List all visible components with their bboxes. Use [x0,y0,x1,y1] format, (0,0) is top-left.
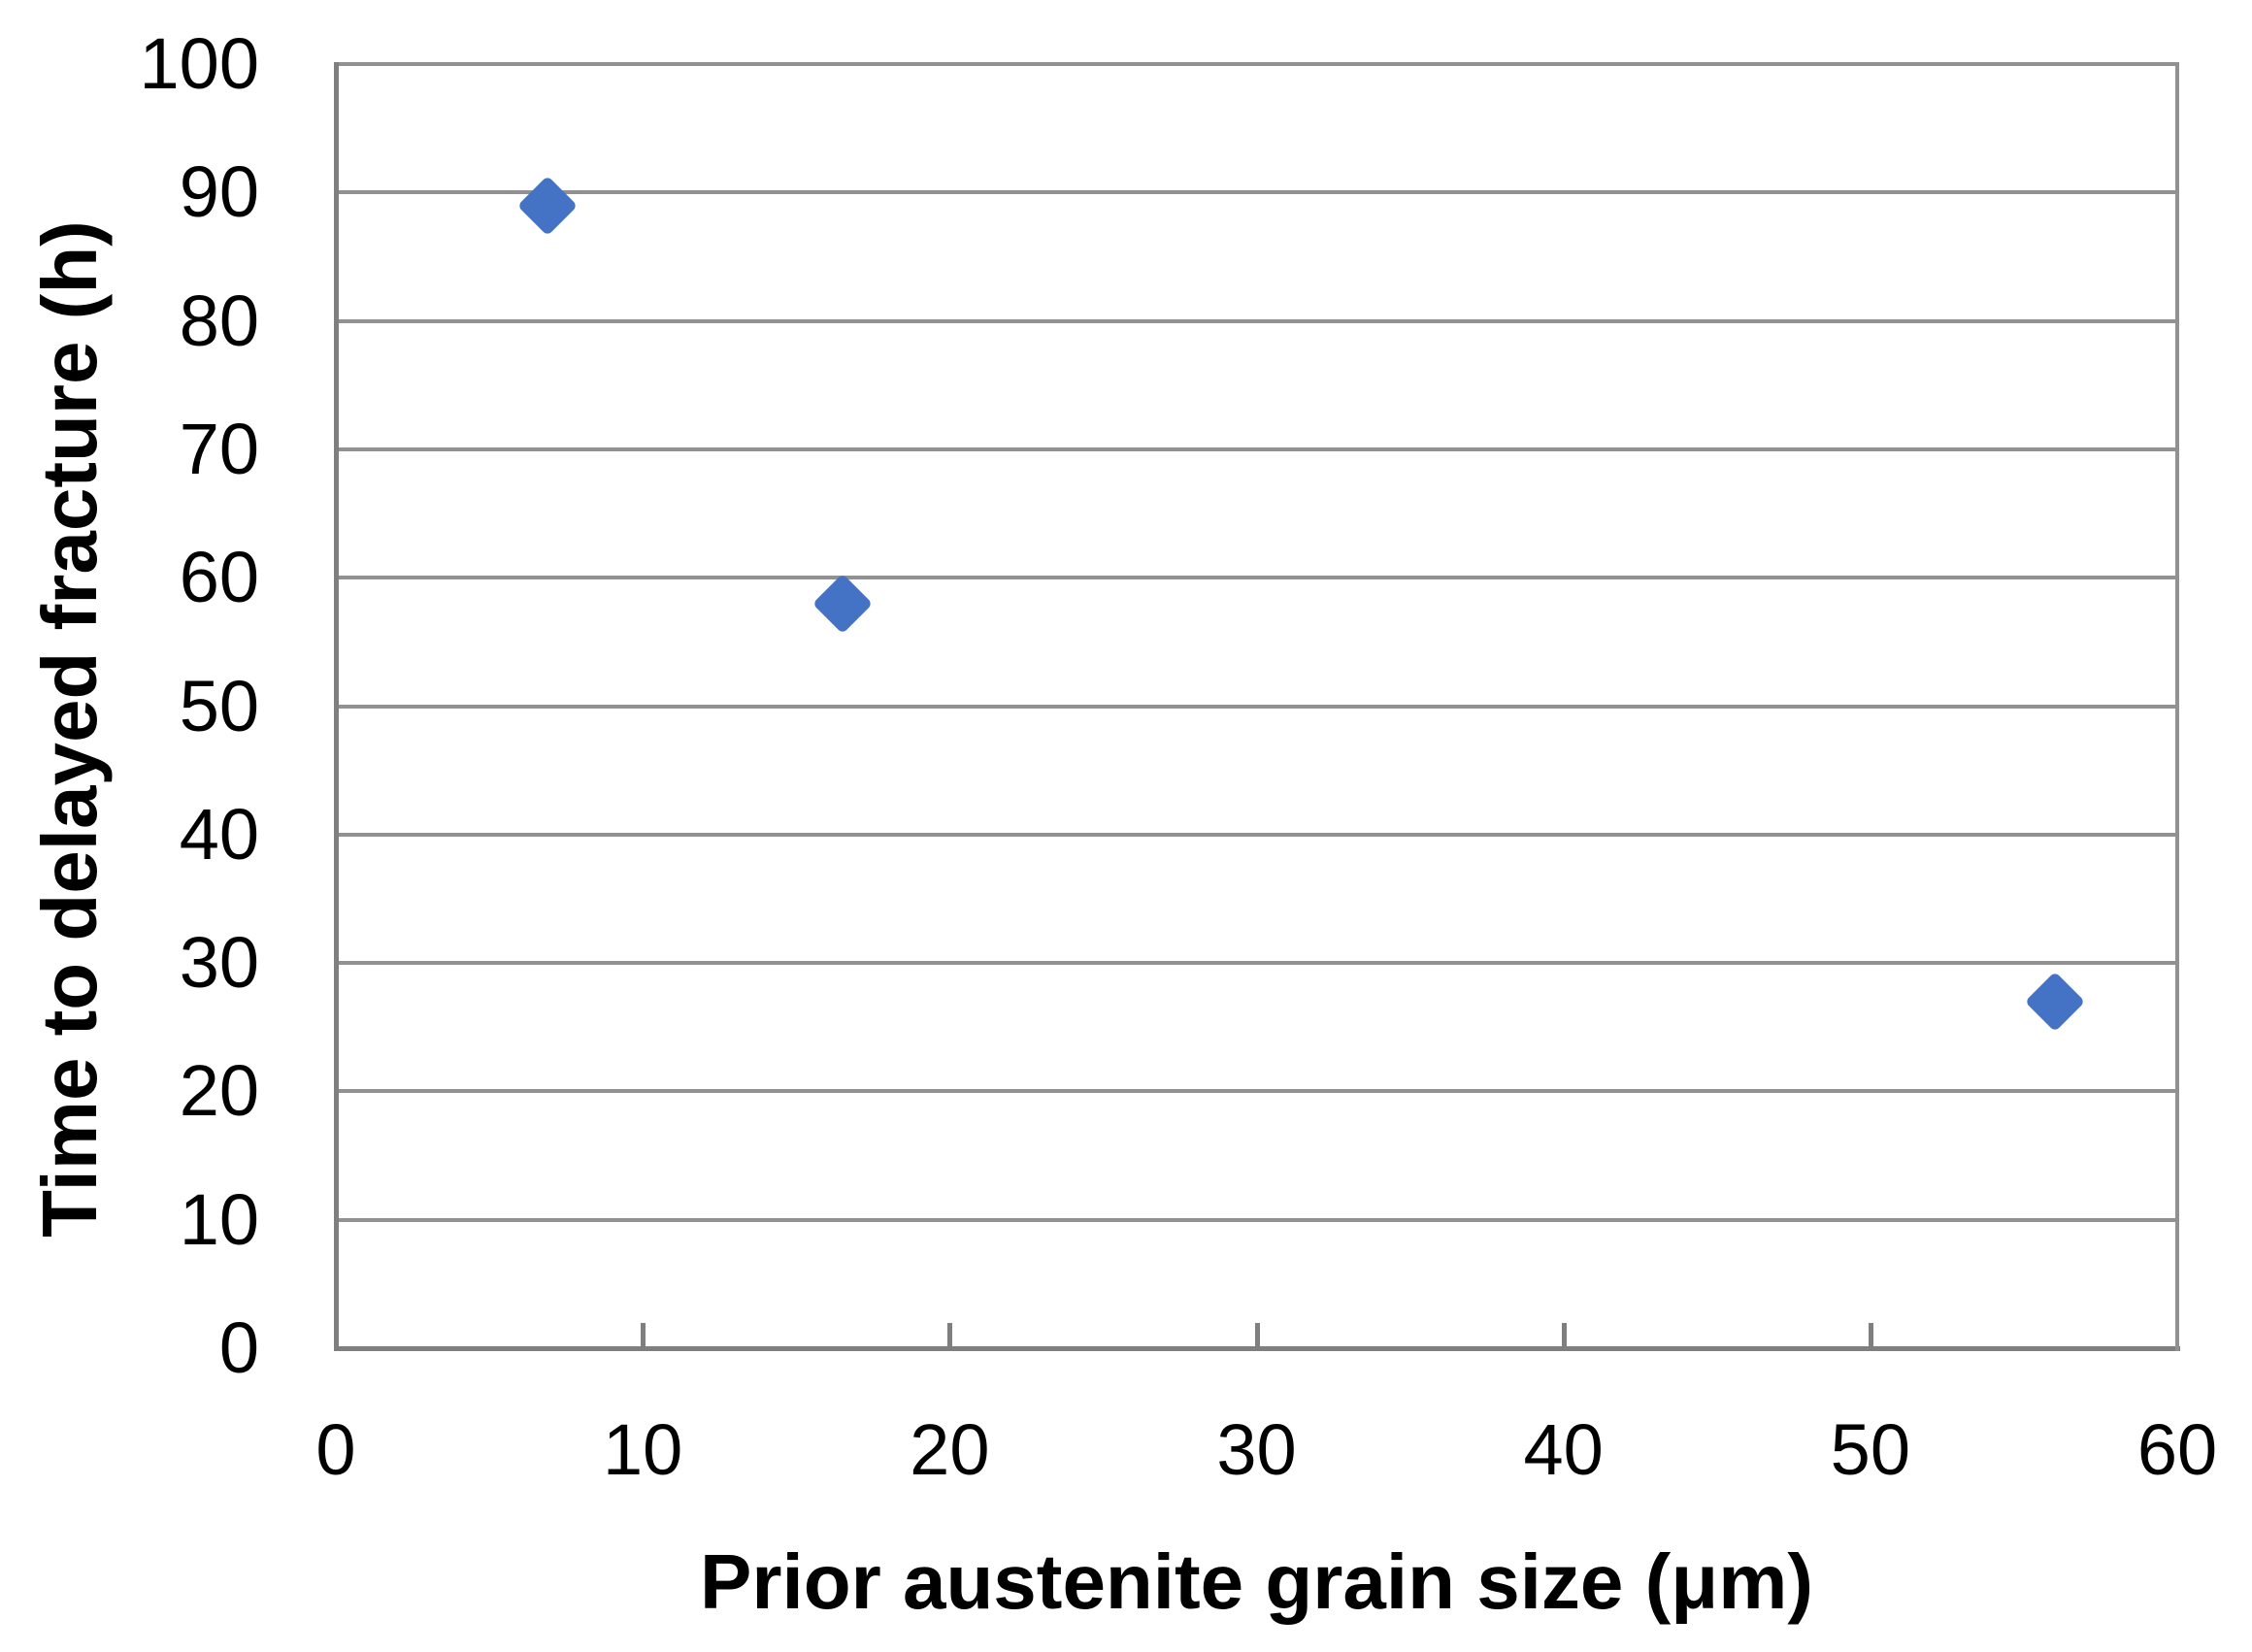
x-tick-label-40: 40 [1523,1409,1604,1490]
y-tick-label-90: 90 [179,151,259,233]
y-axis-line [334,62,339,1351]
y-tick-label-50: 50 [179,665,259,746]
y-tick-label-30: 30 [179,922,259,1004]
gridline-y-70 [336,446,2177,451]
x-tick-label-20: 20 [910,1409,990,1490]
x-axis-title: Prior austenite grain size (μm) [700,1538,1813,1625]
x-tick-mark-10 [641,1323,646,1348]
gridline-y-50 [336,704,2177,709]
gridline-y-60 [336,576,2177,580]
y-tick-label-60: 60 [179,537,259,618]
x-tick-label-50: 50 [1830,1409,1910,1490]
data-point-diamond-2 [2024,971,2085,1032]
y-tick-label-10: 10 [179,1178,259,1260]
gridline-y-20 [336,1089,2177,1094]
y-tick-label-70: 70 [179,408,259,489]
x-tick-mark-50 [1868,1323,1873,1348]
x-tick-label-30: 30 [1216,1409,1297,1490]
x-tick-label-60: 60 [2136,1409,2218,1490]
gridline-y-80 [336,318,2177,323]
x-tick-mark-30 [1254,1323,1260,1348]
gridline-y-90 [336,190,2177,195]
y-tick-label-0: 0 [218,1307,259,1388]
y-tick-label-100: 100 [139,23,259,104]
x-axis-line [334,1346,2180,1351]
y-tick-label-40: 40 [179,793,259,875]
gridline-y-10 [336,1217,2177,1222]
y-axis-title: Time to delayed fracture (h) [26,220,113,1238]
gridline-y-30 [336,961,2177,966]
data-point-diamond-1 [811,573,873,634]
y-tick-label-80: 80 [179,280,259,361]
y-tick-label-20: 20 [179,1050,259,1132]
x-tick-label-10: 10 [603,1409,683,1490]
x-tick-mark-20 [947,1323,953,1348]
gridline-y-40 [336,832,2177,837]
data-point-diamond-0 [517,175,579,236]
x-tick-mark-40 [1561,1323,1567,1348]
plot-right-border [2175,62,2179,1351]
gridline-y-100 [336,62,2177,66]
x-tick-label-0: 0 [315,1409,356,1490]
